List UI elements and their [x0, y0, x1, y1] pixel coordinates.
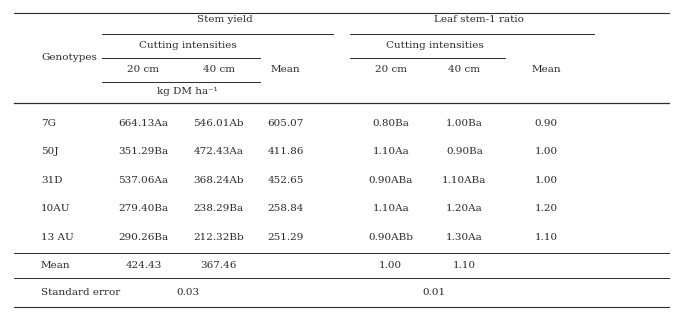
Text: 546.01Ab: 546.01Ab [193, 119, 244, 128]
Text: 13 AU: 13 AU [41, 233, 74, 242]
Text: 1.10: 1.10 [535, 233, 558, 242]
Text: 0.90Ba: 0.90Ba [446, 147, 483, 156]
Text: 20 cm: 20 cm [128, 65, 159, 74]
Text: 472.43Aa: 472.43Aa [193, 147, 244, 156]
Text: 10AU: 10AU [41, 204, 70, 213]
Text: 50J: 50J [41, 147, 59, 156]
Text: Mean: Mean [41, 261, 70, 270]
Text: 1.10Aa: 1.10Aa [372, 204, 409, 213]
Text: 351.29Ba: 351.29Ba [118, 147, 169, 156]
Text: 40 cm: 40 cm [203, 65, 234, 74]
Text: 1.20: 1.20 [535, 204, 558, 213]
Text: 411.86: 411.86 [267, 147, 304, 156]
Text: 31D: 31D [41, 176, 62, 185]
Text: Leaf stem-1 ratio: Leaf stem-1 ratio [434, 15, 524, 24]
Text: 7G: 7G [41, 119, 56, 128]
Text: 664.13Aa: 664.13Aa [118, 119, 169, 128]
Text: 0.80Ba: 0.80Ba [372, 119, 409, 128]
Text: Cutting intensities: Cutting intensities [139, 41, 237, 50]
Text: 40 cm: 40 cm [449, 65, 480, 74]
Text: 238.29Ba: 238.29Ba [193, 204, 244, 213]
Text: 605.07: 605.07 [267, 119, 304, 128]
Text: 452.65: 452.65 [267, 176, 304, 185]
Text: 258.84: 258.84 [267, 204, 304, 213]
Text: 279.40Ba: 279.40Ba [118, 204, 169, 213]
Text: 1.30Aa: 1.30Aa [446, 233, 483, 242]
Text: 1.20Aa: 1.20Aa [446, 204, 483, 213]
Text: 251.29: 251.29 [267, 233, 304, 242]
Text: 1.00: 1.00 [535, 176, 558, 185]
Text: 1.10ABa: 1.10ABa [443, 176, 486, 185]
Text: 212.32Bb: 212.32Bb [193, 233, 244, 242]
Text: 0.90: 0.90 [535, 119, 558, 128]
Text: 20 cm: 20 cm [375, 65, 406, 74]
Text: 367.46: 367.46 [200, 261, 237, 270]
Text: 0.90ABb: 0.90ABb [368, 233, 413, 242]
Text: 0.90ABa: 0.90ABa [369, 176, 413, 185]
Text: Mean: Mean [531, 65, 561, 74]
Text: Cutting intensities: Cutting intensities [385, 41, 484, 50]
Text: 368.24Ab: 368.24Ab [193, 176, 244, 185]
Text: Mean: Mean [270, 65, 301, 74]
Text: 1.10: 1.10 [453, 261, 476, 270]
Text: 1.00: 1.00 [535, 147, 558, 156]
Text: kg DM ha⁻¹: kg DM ha⁻¹ [158, 87, 218, 96]
Text: Standard error: Standard error [41, 288, 120, 297]
Text: 424.43: 424.43 [125, 261, 162, 270]
Text: 290.26Ba: 290.26Ba [118, 233, 169, 242]
Text: 1.10Aa: 1.10Aa [372, 147, 409, 156]
Text: 0.01: 0.01 [423, 288, 446, 297]
Text: Stem yield: Stem yield [197, 15, 253, 24]
Text: Genotypes: Genotypes [41, 53, 97, 62]
Text: 0.03: 0.03 [176, 288, 199, 297]
Text: 1.00Ba: 1.00Ba [446, 119, 483, 128]
Text: 537.06Aa: 537.06Aa [118, 176, 169, 185]
Text: 1.00: 1.00 [379, 261, 402, 270]
